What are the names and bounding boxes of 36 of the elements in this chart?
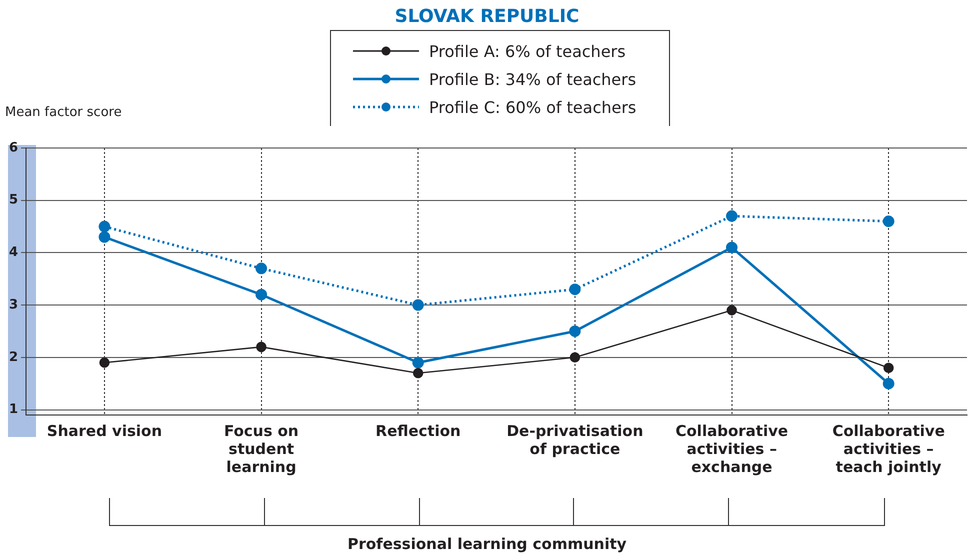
x-tick-label: Collaborative activities – exchange [675,422,788,476]
point [726,242,738,254]
legend-label: Profile A: 6% of teachers [429,42,626,60]
y-axis-title: Mean factor score [5,105,122,120]
legend-label: Profile C: 60% of teachers [429,98,636,116]
y-tick-label: 6 [9,140,18,156]
point [882,216,894,228]
point [569,284,581,296]
point [412,356,424,368]
point [256,288,268,300]
point [256,262,268,274]
y-tick-label: 1 [9,402,18,418]
point [569,325,581,337]
x-tick-label: Reflection [376,422,461,440]
y-tick-label: 4 [9,245,18,260]
point [412,368,424,378]
y-tick-label: 5 [9,192,18,208]
point [99,357,110,368]
point [98,231,110,243]
x-tick-label: Collaborative activities – teach jointly [832,422,945,476]
x-axis-title: Professional learning community [346,535,628,553]
y-tick-label: 2 [9,350,18,365]
x-tick-label: Shared vision [46,422,162,440]
point [726,210,738,222]
legend-label: Profile B: 34% of teachers [429,70,636,88]
point [726,305,737,316]
x-tick-label: De-privatisation of practice [506,422,644,458]
point [98,220,110,232]
point [570,352,580,363]
chart-title: SLOVAK REPUBLIC [394,6,580,27]
point [412,299,424,311]
x-tick-label: Focus on student learning [224,422,299,476]
y-tick-label: 3 [9,297,18,312]
point [256,342,266,352]
point [883,362,894,374]
point [882,378,894,390]
